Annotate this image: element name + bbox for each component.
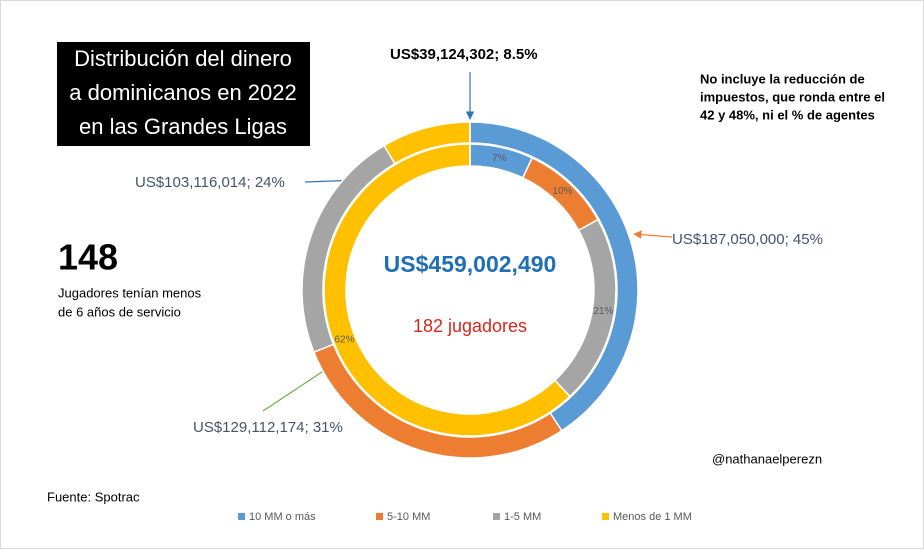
- data-label: 21%: [593, 306, 613, 317]
- stat-caption: Jugadores tenían menos: [58, 285, 202, 300]
- source: Fuente: Spotrac: [47, 489, 140, 504]
- chart-title: a dominicanos en 2022: [69, 80, 297, 105]
- stat: 148: [58, 237, 118, 278]
- data-label: US$39,124,302; 8.5%: [390, 46, 538, 63]
- center-label: 182 jugadores: [413, 316, 527, 336]
- note: 42 y 48%, ni el % de agentes: [700, 107, 875, 122]
- arrow: [262, 363, 335, 412]
- donut-segment: [383, 121, 471, 165]
- data-label: US$129,112,174; 31%: [193, 419, 343, 436]
- legend-swatch: [493, 513, 500, 520]
- legend-label: 1-5 MM: [504, 511, 541, 523]
- data-label: US$187,050,000; 45%: [672, 231, 823, 248]
- note: No incluye la reducción de: [700, 71, 865, 86]
- donut-segment: [323, 143, 572, 437]
- title-box: [57, 42, 310, 146]
- legend-swatch: [376, 513, 383, 520]
- data-label: US$103,116,014; 24%: [135, 174, 285, 191]
- arrow: [633, 230, 673, 239]
- data-label: 62%: [334, 334, 354, 345]
- stat-caption: de 6 años de servicio: [58, 304, 181, 319]
- legend-label: Menos de 1 MM: [613, 511, 692, 523]
- legend-swatch: [238, 513, 245, 520]
- legend-label: 10 MM o más: [249, 511, 316, 523]
- data-label: 7%: [492, 153, 507, 164]
- chart-title: en las Grandes Ligas: [79, 114, 287, 139]
- legend-swatch: [602, 513, 609, 520]
- note: impuestos, que ronda entre el: [700, 89, 885, 104]
- handle: @nathanaelperezn: [712, 451, 822, 466]
- center-value: US$459,002,490: [384, 251, 557, 277]
- chart-title: Distribución del dinero: [74, 46, 292, 71]
- legend-label: 5-10 MM: [387, 511, 430, 523]
- data-label: 10%: [552, 186, 572, 197]
